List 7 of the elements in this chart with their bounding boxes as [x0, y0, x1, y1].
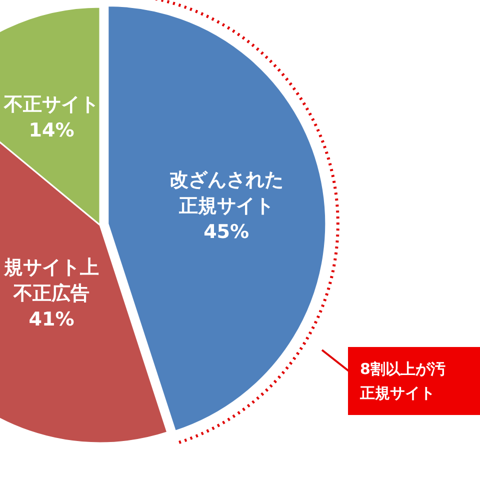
- slice-label: 規サイト上不正広告: [3, 256, 99, 304]
- text: 8割以上が汚正規サイト: [359, 360, 446, 402]
- slice-label: 改ざんされた正規サイト: [169, 168, 284, 217]
- data-label: 14%: [28, 120, 74, 142]
- slice-label: 不正サイト: [3, 94, 99, 116]
- data-label: 41%: [28, 308, 74, 330]
- data-label: 45%: [204, 220, 250, 243]
